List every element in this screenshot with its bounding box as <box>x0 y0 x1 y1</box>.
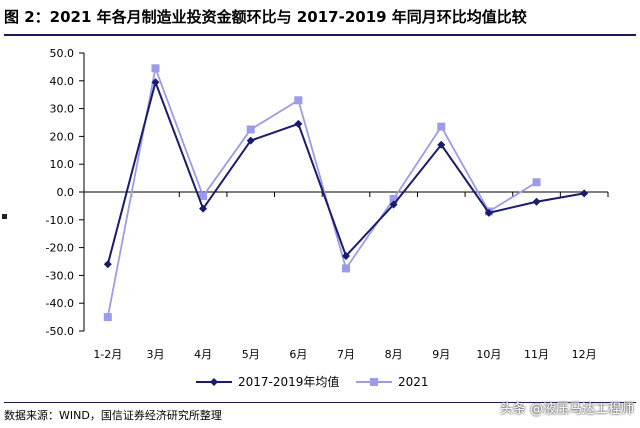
data-point <box>389 194 398 203</box>
title-divider <box>4 34 636 36</box>
legend-swatch-marker <box>210 378 218 386</box>
y-tick-label: -10.0 <box>46 214 74 227</box>
y-tick-label: -30.0 <box>46 269 74 282</box>
data-point <box>294 119 303 128</box>
x-tick-label: 12月 <box>572 348 597 361</box>
series-layer <box>103 64 589 322</box>
y-tick-label: 40.0 <box>50 75 75 88</box>
series-avg-2017-2019 <box>103 78 589 269</box>
y-axis: 50.0 40.0 30.0 20.0 10.0 0.0 -10.0 -20.0 -30.0 -4… <box>46 47 85 338</box>
line-chart: 50.0 40.0 30.0 20.0 10.0 0.0 -10.0 -20.0 -30.0 -4… <box>46 47 609 389</box>
x-axis: 1-2月 3月 4月 5月 6月 7月 8月 9月 10月 11月 12月 <box>83 191 609 361</box>
x-tick-label: 10月 <box>476 348 501 361</box>
watermark: 头条 @液压马达工程师 <box>499 402 634 417</box>
x-tick-label: 8月 <box>385 348 403 361</box>
data-point <box>199 204 208 213</box>
legend-item-avg-2017-2019: 2017-2019年均值 <box>196 374 339 389</box>
data-point <box>151 78 160 87</box>
y-tick-label: 10.0 <box>50 158 75 171</box>
legend-label: 2017-2019年均值 <box>238 374 339 389</box>
x-tick-label: 7月 <box>337 348 355 361</box>
chart-title: 图 2：2021 年各月制造业投资金额环比与 2017-2019 年同月环比均值… <box>4 8 527 26</box>
data-point <box>437 140 446 149</box>
legend-item-2021: 2021 <box>356 375 429 389</box>
legend-swatch-marker <box>370 378 378 386</box>
data-point <box>342 264 350 273</box>
data-point <box>437 122 446 131</box>
x-tick-label: 3月 <box>146 348 164 361</box>
data-point <box>246 125 255 134</box>
data-point <box>103 313 112 322</box>
y-tick-label: -20.0 <box>46 242 74 255</box>
data-point <box>532 197 541 206</box>
data-point <box>246 136 255 145</box>
data-point <box>389 200 398 209</box>
data-source-note: 数据来源：WIND，国信证券经济研究所整理 <box>4 409 222 422</box>
data-point <box>580 189 589 198</box>
x-tick-label: 1-2月 <box>93 348 122 361</box>
x-tick-label: 6月 <box>289 348 307 361</box>
y-tick-label: 30.0 <box>50 103 75 116</box>
y-tick-label: 50.0 <box>50 47 75 60</box>
x-tick-label: 4月 <box>194 348 212 361</box>
side-bullet-marker <box>2 214 7 219</box>
data-point <box>103 260 112 269</box>
legend-label: 2021 <box>398 375 429 389</box>
x-tick-label: 9月 <box>432 348 450 361</box>
footer-divider <box>4 402 636 403</box>
x-tick-label: 5月 <box>242 348 260 361</box>
data-point <box>484 208 493 217</box>
series-line <box>106 64 538 318</box>
chart-legend: 2017-2019年均值 2021 <box>196 374 429 389</box>
data-point <box>294 96 303 105</box>
data-point <box>151 64 160 73</box>
series-2021 <box>103 64 541 322</box>
series-line <box>106 78 585 265</box>
y-tick-label: -40.0 <box>46 297 74 310</box>
y-tick-label: 20.0 <box>50 130 75 143</box>
y-tick-label: 0.0 <box>57 186 75 199</box>
x-tick-label: 11月 <box>524 348 549 361</box>
data-point <box>342 251 350 260</box>
data-point <box>532 178 541 187</box>
y-tick-label: -50.0 <box>46 325 74 338</box>
data-point <box>199 192 208 201</box>
